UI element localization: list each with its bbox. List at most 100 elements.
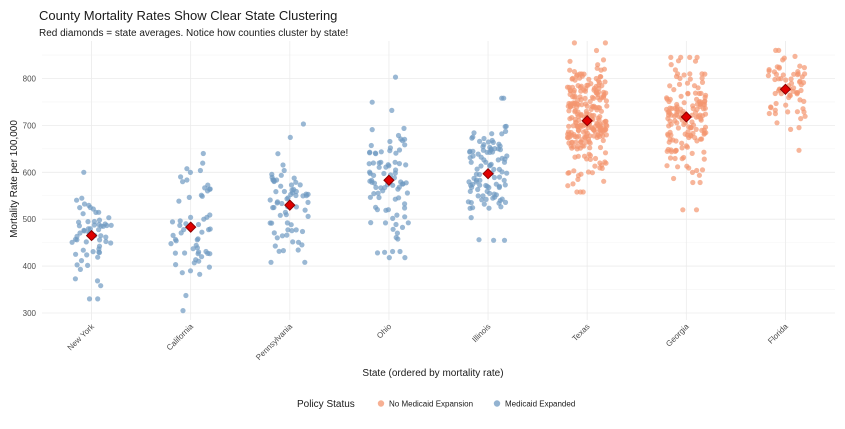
y-axis-ticks: 300 400 500 600 700 800 <box>23 75 37 318</box>
county-point <box>687 54 693 61</box>
county-point <box>470 148 476 154</box>
county-point <box>180 179 186 185</box>
county-point <box>73 251 79 257</box>
county-point <box>169 219 176 225</box>
county-point <box>376 164 382 170</box>
county-point <box>207 251 213 257</box>
county-point <box>280 248 286 254</box>
y-tick-label: 400 <box>23 262 37 271</box>
county-point <box>496 184 502 191</box>
state-mean-diamond <box>779 83 792 96</box>
county-point <box>483 196 489 202</box>
legend: Policy Status No Medicaid Expansion Medi… <box>297 399 575 410</box>
county-point <box>672 155 678 162</box>
county-point <box>285 227 291 233</box>
county-point <box>773 71 780 77</box>
county-point <box>499 131 505 137</box>
county-point <box>96 246 102 252</box>
county-point <box>280 162 286 168</box>
county-point <box>678 93 684 99</box>
county-point <box>200 150 206 157</box>
county-point <box>496 174 503 180</box>
county-point <box>284 220 290 226</box>
y-tick-label: 300 <box>23 309 37 318</box>
county-point <box>592 155 599 162</box>
county-point <box>300 193 306 199</box>
county-point <box>773 47 779 54</box>
county-point <box>390 215 396 221</box>
county-point <box>81 228 87 234</box>
county-point <box>596 133 603 140</box>
county-point <box>293 179 299 185</box>
county-point <box>393 150 399 156</box>
county-point <box>582 88 589 94</box>
county-point <box>701 156 707 162</box>
county-point <box>781 55 787 61</box>
county-point <box>595 104 601 111</box>
county-point <box>503 128 509 134</box>
county-point <box>290 239 296 245</box>
county-point <box>594 65 600 71</box>
chart-title: County Mortality Rates Show Clear State … <box>39 8 337 23</box>
county-point <box>787 93 793 99</box>
county-point <box>383 164 389 170</box>
county-point <box>103 234 109 240</box>
county-point <box>587 98 593 105</box>
county-point <box>199 193 205 199</box>
county-point <box>476 171 483 178</box>
county-point <box>585 169 592 175</box>
county-point <box>375 190 381 196</box>
county-point <box>271 204 277 211</box>
county-point <box>600 137 606 144</box>
county-point <box>673 147 679 153</box>
county-point <box>467 188 473 194</box>
county-point <box>475 186 481 193</box>
county-point <box>481 135 487 142</box>
county-point <box>69 239 75 245</box>
county-point <box>276 248 282 254</box>
county-point <box>671 87 677 93</box>
county-point <box>701 127 707 133</box>
county-point <box>173 238 179 244</box>
county-point <box>201 216 207 222</box>
county-point <box>575 109 581 115</box>
county-point <box>684 80 691 86</box>
county-point <box>690 106 696 112</box>
county-point <box>206 227 212 233</box>
county-point <box>593 90 599 96</box>
county-point <box>293 227 299 233</box>
county-point <box>796 147 802 153</box>
county-point <box>497 147 503 153</box>
county-point <box>284 232 290 238</box>
county-point <box>267 197 273 203</box>
county-point <box>795 72 801 78</box>
grid-lines <box>42 41 835 320</box>
county-point <box>95 254 101 260</box>
county-point <box>91 218 97 225</box>
county-point <box>281 188 287 195</box>
county-point <box>694 167 700 174</box>
county-point <box>72 276 78 282</box>
county-point <box>686 124 692 130</box>
county-point <box>602 79 608 85</box>
county-point <box>96 217 103 223</box>
county-point <box>491 174 497 181</box>
county-point <box>582 135 589 141</box>
county-point <box>681 72 687 78</box>
county-point <box>589 170 596 176</box>
county-point <box>593 75 599 82</box>
county-point <box>395 236 401 242</box>
county-point <box>295 239 302 245</box>
county-point <box>679 156 685 162</box>
county-point <box>600 57 607 63</box>
county-point <box>681 121 687 128</box>
x-tick-label: Georgia <box>664 322 691 349</box>
county-point <box>469 135 475 141</box>
county-point <box>178 174 184 180</box>
x-tick-label: Illinois <box>470 322 492 344</box>
county-point <box>581 143 587 149</box>
county-point <box>783 77 789 83</box>
county-point <box>496 166 502 172</box>
county-point <box>269 171 275 177</box>
